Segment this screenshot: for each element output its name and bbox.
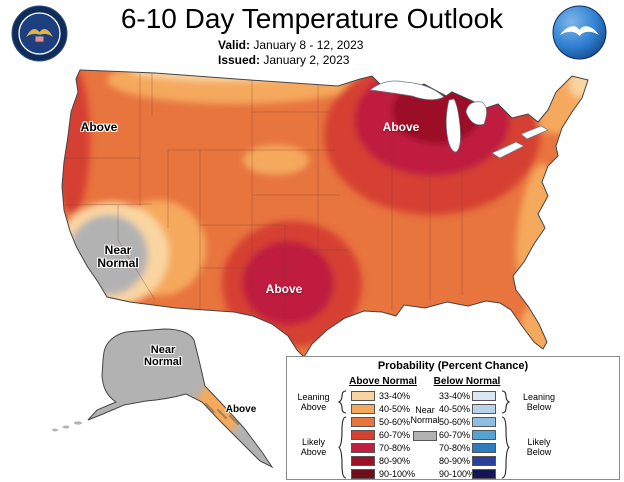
legend-below-row: 60-70% [439, 428, 496, 441]
legend-swatch-below-40-50 [472, 403, 496, 414]
map-label-above-alaska-panhandle: Above [225, 404, 257, 415]
legend-swatch-above-33-40 [351, 390, 375, 401]
legend-swatch-below-50-60 [472, 416, 496, 427]
legend-below-row: 90-100% [439, 467, 496, 480]
legend-above-row: 33-40% [351, 389, 415, 402]
legend-range-label: 90-100% [379, 468, 416, 479]
legend-range-label: 40-50% [379, 403, 411, 414]
great-lakes [369, 80, 549, 159]
legend-swatch-above-80-90 [351, 455, 375, 466]
legend-swatch-below-70-80 [472, 442, 496, 453]
legend-swatch-below-33-40 [472, 390, 496, 401]
lake-huron [465, 101, 487, 126]
aleutian-islands [52, 421, 82, 432]
legend-below-row: 50-60% [439, 415, 496, 428]
legend-below-row: 40-50% [439, 402, 496, 415]
valid-label: Valid: [218, 38, 251, 52]
legend-range-label: 50-60% [379, 416, 411, 427]
issued-label: Issued: [218, 53, 261, 67]
legend-swatch-below-80-90 [472, 455, 496, 466]
legend-above-normal-header: Above Normal [349, 376, 417, 387]
legend-range-label: 60-70% [379, 429, 411, 440]
probability-legend: Probability (Percent Chance) Above Norma… [286, 356, 620, 480]
legend-below-column: 33-40% 40-50% 50-60% 60-70% 70-80% 80-90… [439, 389, 496, 480]
lake-erie [491, 141, 525, 159]
map-label-near-normal-southwest: Near Normal [97, 243, 139, 270]
legend-likely-below-label: Likely Below [526, 437, 552, 457]
page-title: 6-10 Day Temperature Outlook [120, 3, 504, 34]
legend-above-row: 60-70% [351, 428, 415, 441]
legend-range-label: 40-50% [439, 403, 471, 414]
brace-leaning-above-icon [338, 390, 347, 414]
legend-range-label: 50-60% [439, 416, 471, 427]
legend-below-row: 70-80% [439, 441, 496, 454]
legend-near-normal-label: Near Normal [410, 405, 440, 425]
legend-range-label: 70-80% [439, 442, 471, 453]
region-texas-70-80 [242, 241, 334, 325]
brace-likely-above-icon [338, 416, 347, 479]
legend-range-label: 33-40% [439, 390, 471, 401]
legend-range-label: 33-40% [379, 390, 411, 401]
region-maine-33-40 [569, 72, 588, 98]
brace-likely-below-icon [501, 416, 510, 479]
legend-swatch-above-90-100 [351, 468, 375, 479]
legend-below-normal-header: Below Normal [433, 376, 501, 387]
map-label-above-southern-plains: Above [265, 282, 303, 296]
legend-range-label: 60-70% [439, 429, 471, 440]
brace-leaning-below-icon [501, 390, 510, 414]
legend-below-row: 80-90% [439, 454, 496, 467]
legend-range-label: 70-80% [379, 442, 411, 453]
noaa-seal-graphic [552, 5, 607, 60]
legend-swatch-below-60-70 [472, 429, 496, 440]
map-label-above-northwest: Above [80, 120, 118, 134]
legend-leaning-above-label: Leaning Above [297, 392, 330, 412]
nws-seal-graphic [11, 5, 68, 62]
nws-seal-icon[interactable] [11, 5, 68, 67]
legend-above-row: 80-90% [351, 454, 415, 467]
legend-above-row: 40-50% [351, 402, 415, 415]
legend-swatch-below-90-100 [472, 468, 496, 479]
legend-below-row: 33-40% [439, 389, 496, 402]
legend-range-label: 90-100% [439, 468, 476, 479]
legend-above-row: 90-100% [351, 467, 415, 480]
legend-likely-above-label: Likely Above [300, 437, 327, 457]
legend-above-row: 50-60% [351, 415, 415, 428]
lake-michigan [445, 98, 461, 153]
region-central-plains-40-50 [243, 145, 309, 175]
legend-swatch-above-50-60 [351, 416, 375, 427]
valid-value: January 8 - 12, 2023 [253, 38, 364, 52]
legend-range-label: 80-90% [439, 455, 471, 466]
region-pacific-coast-60-70 [62, 70, 90, 214]
legend-above-row: 70-80% [351, 441, 415, 454]
map-label-above-upper-midwest: Above [382, 120, 420, 134]
legend-swatch-above-60-70 [351, 429, 375, 440]
legend-range-label: 80-90% [379, 455, 411, 466]
lake-superior [369, 80, 445, 101]
legend-swatch-above-40-50 [351, 403, 375, 414]
legend-title: Probability (Percent Chance) [377, 360, 529, 372]
legend-swatch-above-70-80 [351, 442, 375, 453]
state-borders [62, 72, 463, 318]
valid-date-line: Valid: January 8 - 12, 2023 [218, 38, 363, 52]
legend-above-column: 33-40% 40-50% 50-60% 60-70% 70-80% 80-90… [351, 389, 415, 480]
lake-ontario [520, 125, 549, 140]
map-label-near-normal-alaska: Near Normal [144, 344, 182, 368]
panhandle-mountains-texture [204, 402, 252, 432]
legend-swatch-near-normal [413, 431, 437, 441]
noaa-seal-icon[interactable] [552, 5, 607, 65]
issued-date-line: Issued: January 2, 2023 [218, 53, 349, 67]
issued-value: January 2, 2023 [263, 53, 350, 67]
legend-leaning-below-label: Leaning Below [522, 392, 556, 412]
